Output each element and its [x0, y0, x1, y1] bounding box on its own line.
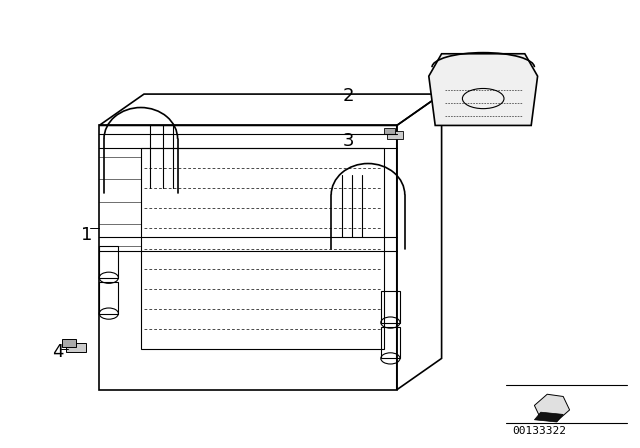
Polygon shape [429, 54, 538, 125]
Polygon shape [62, 339, 76, 347]
Text: 3: 3 [343, 132, 355, 150]
Text: 00133322: 00133322 [513, 426, 566, 436]
Text: 2: 2 [343, 87, 355, 105]
Polygon shape [384, 128, 395, 134]
Polygon shape [387, 131, 403, 139]
Polygon shape [534, 394, 570, 421]
Text: 1: 1 [81, 226, 92, 244]
Polygon shape [66, 343, 86, 352]
Polygon shape [534, 412, 563, 422]
Text: 4: 4 [52, 343, 63, 361]
